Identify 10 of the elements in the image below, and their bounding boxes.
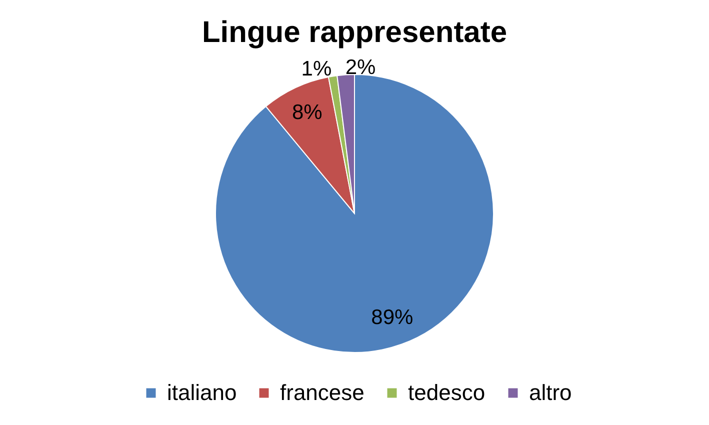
- legend-label: altro: [529, 380, 572, 405]
- legend-label: tedesco: [408, 380, 486, 405]
- data-label: 89%: [371, 306, 414, 330]
- pie-slice: [215, 74, 494, 353]
- data-label: 2%: [345, 56, 376, 79]
- data-label: 8%: [292, 100, 322, 124]
- legend-label: francese: [280, 380, 364, 405]
- chart-title: Lingue rappresentate: [202, 16, 508, 49]
- legend-label: italiano: [167, 380, 237, 405]
- data-label: 1%: [301, 57, 332, 80]
